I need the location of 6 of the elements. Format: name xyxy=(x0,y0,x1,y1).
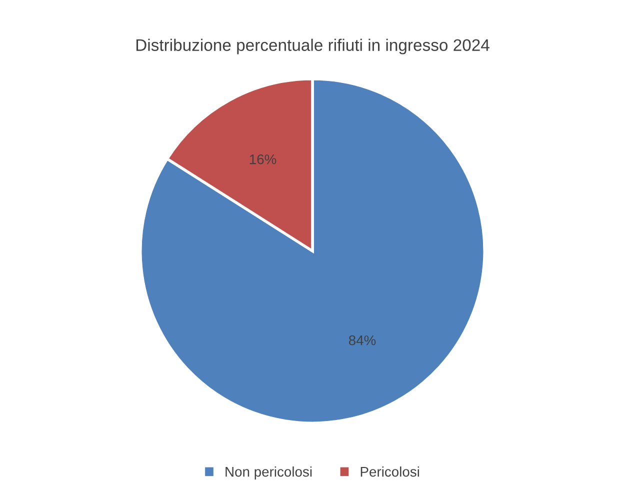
data-label: 84% xyxy=(348,335,376,346)
legend-label: Pericolosi xyxy=(360,466,420,477)
data-label: 16% xyxy=(250,154,276,164)
legend-label: Non pericolosi xyxy=(226,466,312,480)
chart-title: Distribuzione percentuale rifiuti in ingresso 2024 xyxy=(136,38,490,54)
pie-slice xyxy=(139,77,486,424)
